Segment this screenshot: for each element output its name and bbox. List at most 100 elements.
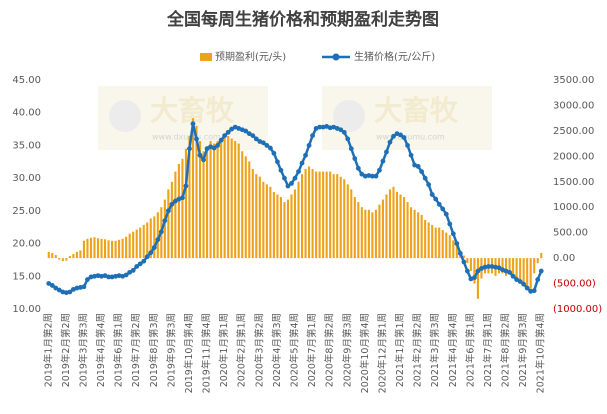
bar [262, 181, 265, 259]
x-tick-label: 2020年3月第2周 [253, 313, 265, 387]
bar [258, 176, 261, 259]
bar [526, 258, 529, 287]
line-marker [447, 221, 453, 227]
line-marker [538, 268, 544, 274]
line-marker [464, 268, 470, 274]
bar [96, 238, 100, 259]
bar [339, 176, 342, 259]
x-tick-label: 2021年4月第4周 [447, 313, 459, 387]
y2-tick-label: 2500.00 [553, 126, 594, 137]
bar [515, 258, 518, 279]
line-marker [162, 218, 168, 224]
bar [462, 255, 465, 259]
bar [244, 156, 247, 259]
line-marker [260, 140, 266, 146]
line-marker [398, 132, 403, 138]
x-tick-label: 2020年1月第1周 [218, 313, 230, 387]
bar [202, 151, 205, 259]
x-tick-label: 2019年10月第4周 [183, 313, 195, 393]
bar [469, 258, 472, 271]
bar [343, 179, 346, 259]
line-marker [271, 150, 277, 156]
bar [441, 230, 444, 259]
bar [241, 151, 244, 259]
bar [410, 207, 413, 259]
line-marker [303, 152, 308, 158]
bar [378, 204, 381, 259]
line-marker [151, 245, 157, 250]
bar [364, 209, 367, 259]
bar [522, 258, 525, 284]
bar [466, 258, 469, 264]
line-marker [517, 279, 523, 284]
bar [114, 240, 117, 259]
bar [445, 232, 448, 259]
bar [406, 202, 409, 259]
bar [149, 218, 152, 259]
line-marker [67, 289, 73, 295]
bar [304, 169, 307, 259]
legend-label: 预期盈利(元/头) [215, 51, 286, 63]
bar [248, 161, 251, 259]
line-marker [310, 133, 315, 139]
x-tick-label: 2020年4月第3周 [271, 313, 283, 387]
bar [234, 141, 237, 259]
line-marker [419, 169, 425, 175]
bar [353, 197, 356, 259]
watermark-url: www.dxumu.com [376, 133, 445, 142]
line-marker [355, 165, 361, 171]
line-marker [130, 267, 136, 273]
bar [167, 189, 170, 259]
line-marker [123, 272, 129, 278]
bar [283, 202, 286, 259]
line-marker [426, 182, 432, 188]
bar [392, 186, 395, 259]
bar [374, 209, 377, 259]
line-marker [338, 127, 344, 133]
bar [311, 169, 314, 259]
bar [146, 222, 149, 259]
line-marker [267, 145, 273, 151]
bar [455, 245, 458, 259]
line-marker [246, 131, 252, 137]
bar [61, 258, 64, 262]
bar [191, 118, 195, 259]
line-marker [106, 274, 111, 280]
x-tick-label: 2021年10月第4周 [535, 313, 547, 393]
line-marker [524, 285, 530, 291]
line-marker [180, 195, 185, 201]
bar [220, 138, 223, 259]
bar [508, 258, 511, 274]
x-tick-label: 2020年8月第2周 [324, 313, 336, 387]
line-marker [81, 284, 87, 290]
y2-tick-label: 0.00 [553, 253, 575, 264]
line-marker [172, 198, 178, 204]
bar [132, 231, 135, 259]
x-tick-label: 2021年7月第1周 [482, 313, 494, 387]
line-marker [457, 250, 463, 256]
bar [188, 135, 191, 259]
x-tick-label: 2020年2月第1周 [236, 313, 248, 387]
y2-tick-label: 1500.00 [553, 177, 594, 188]
bar [237, 143, 240, 259]
line-marker [341, 129, 347, 135]
y-tick-label: 35.00 [12, 140, 41, 151]
line-marker [472, 275, 477, 280]
bar [346, 184, 349, 259]
line-marker [278, 167, 284, 173]
x-tick-label: 2021年6月第1周 [464, 313, 476, 387]
line-marker [275, 159, 280, 165]
bar [350, 189, 353, 259]
line-marker [253, 136, 259, 142]
bar [139, 227, 142, 259]
line-marker [408, 152, 414, 158]
bar [100, 238, 103, 259]
line-marker [134, 264, 140, 269]
line-marker [169, 201, 175, 207]
bar [184, 148, 188, 259]
line-marker [53, 285, 59, 291]
x-tick-label: 2019年3月第3周 [77, 313, 89, 387]
x-tick-label: 2019年8月第3周 [148, 313, 160, 387]
bar [86, 238, 89, 259]
x-tick-label: 2019年9月第3周 [165, 313, 177, 387]
